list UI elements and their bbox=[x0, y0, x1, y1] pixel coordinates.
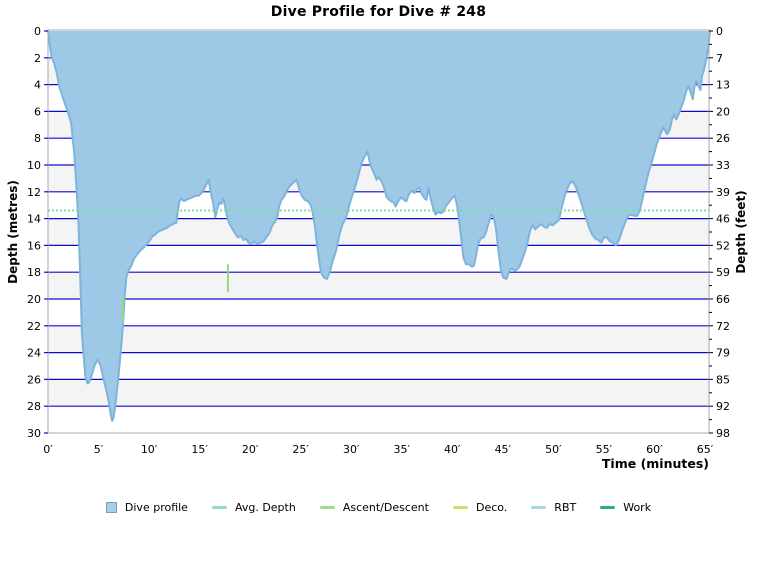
y-left-tick-label: 14 bbox=[27, 213, 41, 226]
dive-profile-outline bbox=[47, 30, 711, 422]
y-right-tick-label: 46 bbox=[716, 213, 730, 226]
y-right-tick-label: 0 bbox=[716, 25, 723, 38]
chart-legend: Dive profile Avg. Depth Ascent/Descent Deco… bbox=[48, 501, 709, 514]
y-left-tick-label: 4 bbox=[34, 79, 41, 92]
y-right-tick-label: 7 bbox=[716, 52, 723, 65]
depth-band bbox=[48, 379, 709, 407]
legend-item-rbt: RBT bbox=[531, 501, 576, 514]
y-axis-left-label: Depth (metres) bbox=[6, 180, 20, 284]
x-axis-label: Time (minutes) bbox=[601, 456, 709, 471]
x-tick-label: 55′ bbox=[596, 443, 613, 456]
y-right-tick-label: 98 bbox=[716, 427, 730, 440]
y-left-tick-label: 10 bbox=[27, 159, 41, 172]
x-tick-label: 10′ bbox=[141, 443, 158, 456]
y-left-tick-label: 30 bbox=[27, 427, 41, 440]
y-left-tick-label: 26 bbox=[27, 373, 41, 386]
y-right-tick-label: 59 bbox=[716, 266, 730, 279]
legend-item-deco: Deco. bbox=[452, 501, 508, 514]
y-left-tick-label: 24 bbox=[27, 347, 41, 360]
legend-item-label: Work bbox=[623, 501, 652, 514]
x-tick-label: 30′ bbox=[343, 443, 360, 456]
legend-line-swatch-icon bbox=[600, 506, 616, 509]
x-tick-label: 5′ bbox=[94, 443, 104, 456]
y-right-tick-label: 79 bbox=[716, 347, 730, 360]
y-right-tick-label: 13 bbox=[716, 79, 730, 92]
y-right-tick-label: 72 bbox=[716, 320, 730, 333]
legend-item-ascent-descent: Ascent/Descent bbox=[319, 501, 429, 514]
y-left-tick-label: 12 bbox=[27, 186, 41, 199]
x-tick-label: 25′ bbox=[292, 443, 309, 456]
x-tick-label: 0′ bbox=[43, 443, 53, 456]
legend-item-avg-depth: Avg. Depth bbox=[211, 501, 296, 514]
y-right-tick-label: 85 bbox=[716, 373, 730, 386]
y-left-tick-label: 28 bbox=[27, 400, 41, 413]
legend-area-swatch-icon bbox=[105, 502, 117, 513]
legend-item-label: Deco. bbox=[475, 501, 508, 514]
y-left-tick-label: 18 bbox=[27, 266, 41, 279]
x-tick-label: 35′ bbox=[393, 443, 410, 456]
x-tick-label: 15′ bbox=[191, 443, 208, 456]
y-right-tick-label: 39 bbox=[716, 186, 730, 199]
y-right-tick-label: 92 bbox=[716, 400, 730, 413]
y-right-tick-label: 33 bbox=[716, 159, 730, 172]
y-right-tick-label: 20 bbox=[716, 105, 730, 118]
legend-item-label: Ascent/Descent bbox=[342, 501, 429, 514]
legend-line-swatch-icon bbox=[211, 506, 227, 509]
legend-item-label: Dive profile bbox=[124, 501, 188, 514]
dive-profile-area bbox=[48, 31, 710, 421]
y-left-tick-label: 6 bbox=[34, 105, 41, 118]
legend-item-label: Avg. Depth bbox=[234, 501, 296, 514]
legend-item-dive-profile: Dive profile bbox=[105, 501, 188, 514]
y-left-tick-label: 16 bbox=[27, 239, 41, 252]
chart-title: Dive Profile for Dive # 248 bbox=[270, 4, 487, 20]
y-left-tick-label: 2 bbox=[34, 52, 41, 65]
y-right-tick-label: 26 bbox=[716, 132, 730, 145]
depth-band bbox=[48, 325, 709, 353]
x-tick-label: 20′ bbox=[242, 443, 259, 456]
legend-line-swatch-icon bbox=[531, 506, 547, 509]
x-tick-label: 40′ bbox=[444, 443, 461, 456]
x-tick-label: 45′ bbox=[495, 443, 512, 456]
x-tick-label: 60′ bbox=[646, 443, 663, 456]
legend-item-label: RBT bbox=[554, 501, 577, 514]
x-tick-label: 50′ bbox=[545, 443, 562, 456]
legend-line-swatch-icon bbox=[452, 506, 468, 509]
x-tick-label: 65′ bbox=[697, 443, 714, 456]
legend-line-swatch-icon bbox=[319, 506, 335, 509]
y-left-tick-label: 0 bbox=[34, 25, 41, 38]
y-axis-right-label: Depth (feet) bbox=[734, 190, 748, 274]
legend-item-work: Work bbox=[600, 501, 651, 514]
y-left-tick-label: 20 bbox=[27, 293, 41, 306]
y-right-tick-label: 66 bbox=[716, 293, 730, 306]
y-left-tick-label: 22 bbox=[27, 320, 41, 333]
depth-band bbox=[48, 272, 709, 299]
y-left-tick-label: 8 bbox=[34, 132, 41, 145]
y-right-tick-label: 52 bbox=[716, 239, 730, 252]
